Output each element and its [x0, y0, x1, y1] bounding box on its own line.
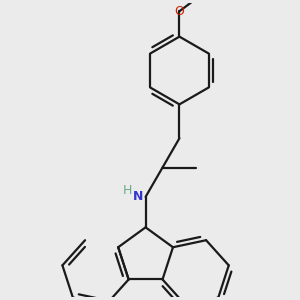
Text: N: N [133, 190, 143, 203]
Text: H: H [122, 184, 132, 197]
Text: O: O [175, 5, 184, 18]
